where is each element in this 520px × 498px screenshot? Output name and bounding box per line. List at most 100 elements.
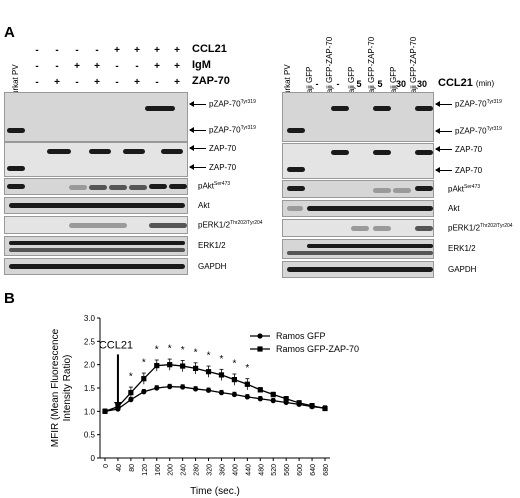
x-tick-label: 120 — [142, 464, 149, 476]
legend: Ramos GFP Ramos GFP-ZAP-70 — [250, 331, 359, 354]
band — [145, 106, 175, 111]
y-axis-label-group: MFIR (Mean FluorescenceIntensity Ratio) — [50, 328, 73, 447]
band — [47, 149, 71, 154]
y-tick-label: 2.5 — [84, 337, 96, 346]
series-line-1 — [104, 364, 326, 412]
label-erk-right: ERK1/2 — [448, 244, 476, 253]
band — [287, 267, 433, 272]
series-line-0 — [104, 385, 326, 412]
ccl21-annotation: CCL21 — [99, 339, 133, 351]
data-point — [154, 363, 160, 369]
data-point — [167, 384, 173, 390]
condition-sign: + — [54, 77, 60, 88]
ccl21-label-right: CCL21 (min) — [438, 77, 495, 89]
data-point — [141, 376, 147, 382]
data-point — [141, 389, 147, 395]
y-tick-label: 0.5 — [84, 431, 96, 440]
band — [7, 184, 25, 189]
data-point — [128, 397, 134, 403]
lane-label-raji-gfp-zap70-3: Raji GFP-ZAP-70 — [409, 36, 418, 99]
ccl21-time: 5 — [377, 79, 383, 89]
significance-star: * — [142, 358, 146, 369]
data-point — [154, 385, 160, 391]
ccl21-time: 30 — [395, 79, 406, 89]
condition-label-ccl21: CCL21 — [192, 43, 227, 55]
condition-sign: - — [155, 77, 159, 88]
label-zap70-upper-right: ZAP-70 — [435, 145, 482, 154]
legend-label: Ramos GFP — [276, 331, 326, 341]
band — [123, 149, 145, 154]
data-point — [244, 394, 250, 400]
band — [373, 106, 391, 111]
data-point — [205, 387, 212, 393]
condition-sign: - — [55, 45, 59, 56]
condition-sign: - — [35, 77, 39, 88]
x-tick-label: 480 — [258, 464, 265, 476]
band — [415, 150, 433, 155]
label-akt-left: Akt — [198, 201, 210, 210]
condition-sign: - — [75, 77, 79, 88]
x-tick-label: 640 — [310, 464, 317, 476]
x-tick-label: 600 — [297, 464, 304, 476]
condition-sign: - — [95, 45, 99, 56]
x-tick-label: 80 — [129, 464, 136, 472]
panel-b-letter: B — [4, 290, 15, 307]
band — [373, 188, 391, 193]
blot-gapdh-left — [4, 258, 188, 275]
data-point — [205, 369, 212, 375]
condition-label-igm: IgM — [192, 59, 211, 71]
blot-perk-right — [282, 219, 434, 237]
condition-sign: + — [154, 61, 160, 72]
axes: 0 0.5 1.0 1.5 2.0 2.5 3.0 0 40 80 120 160 200 240 280 3… — [84, 314, 330, 497]
data-point — [180, 384, 186, 390]
condition-sign: + — [134, 77, 140, 88]
line-chart: MFIR (Mean FluorescenceIntensity Ratio) … — [50, 314, 359, 497]
condition-sign: - — [115, 61, 119, 72]
band — [7, 166, 25, 171]
lane-label-raji-gfp-zap70-1: Raji GFP-ZAP-70 — [325, 36, 334, 99]
data-point — [270, 398, 276, 404]
condition-sign: - — [135, 61, 139, 72]
legend-marker — [257, 346, 263, 352]
data-point — [257, 396, 263, 402]
y-tick-label: 1.5 — [84, 384, 96, 393]
significance-star: * — [245, 363, 249, 374]
ccl21-time: 30 — [416, 79, 427, 89]
band — [7, 128, 25, 133]
label-perk-left: pERK1/2Thr202/Tyr204 — [198, 220, 263, 230]
label-zap70-upper-left: ZAP-70 — [189, 144, 236, 153]
condition-sign: - — [35, 45, 39, 56]
blot-zap70-right — [282, 143, 434, 179]
label-gapdh-left: GAPDH — [198, 262, 227, 271]
band — [415, 226, 433, 231]
data-point — [180, 363, 186, 369]
significance-star: * — [207, 351, 211, 362]
label-pzap70-lower-left: pZAP-70Tyr319 — [189, 125, 256, 135]
blot-zap70-left — [4, 142, 188, 177]
band — [287, 186, 305, 191]
data-point — [231, 391, 238, 398]
band — [89, 149, 111, 154]
blot-perk-left — [4, 216, 188, 234]
condition-sign: - — [75, 45, 79, 56]
band — [287, 167, 305, 172]
band — [287, 251, 433, 255]
series-group: * * * * * * * * * * CCL21 — [99, 339, 328, 414]
significance-star: * — [181, 345, 185, 356]
condition-sign: - — [115, 77, 119, 88]
y-tick-label: 3.0 — [84, 314, 96, 323]
condition-sign: + — [174, 45, 180, 56]
data-point — [270, 391, 276, 398]
y-tick-label: 0 — [91, 454, 96, 463]
condition-sign: + — [94, 61, 100, 72]
data-point — [128, 390, 134, 396]
label-pakt-left: pAktSer473 — [198, 181, 231, 191]
label-pzap70-upper-left: pZAP-70Tyr319 — [189, 99, 256, 109]
band — [69, 185, 87, 190]
label-pzap70-upper-right: pZAP-70Tyr319 — [435, 99, 502, 109]
label-pakt-right: pAktSer473 — [448, 184, 481, 194]
data-point — [283, 396, 289, 402]
band — [307, 244, 433, 248]
band — [287, 206, 303, 211]
data-point — [167, 362, 173, 368]
